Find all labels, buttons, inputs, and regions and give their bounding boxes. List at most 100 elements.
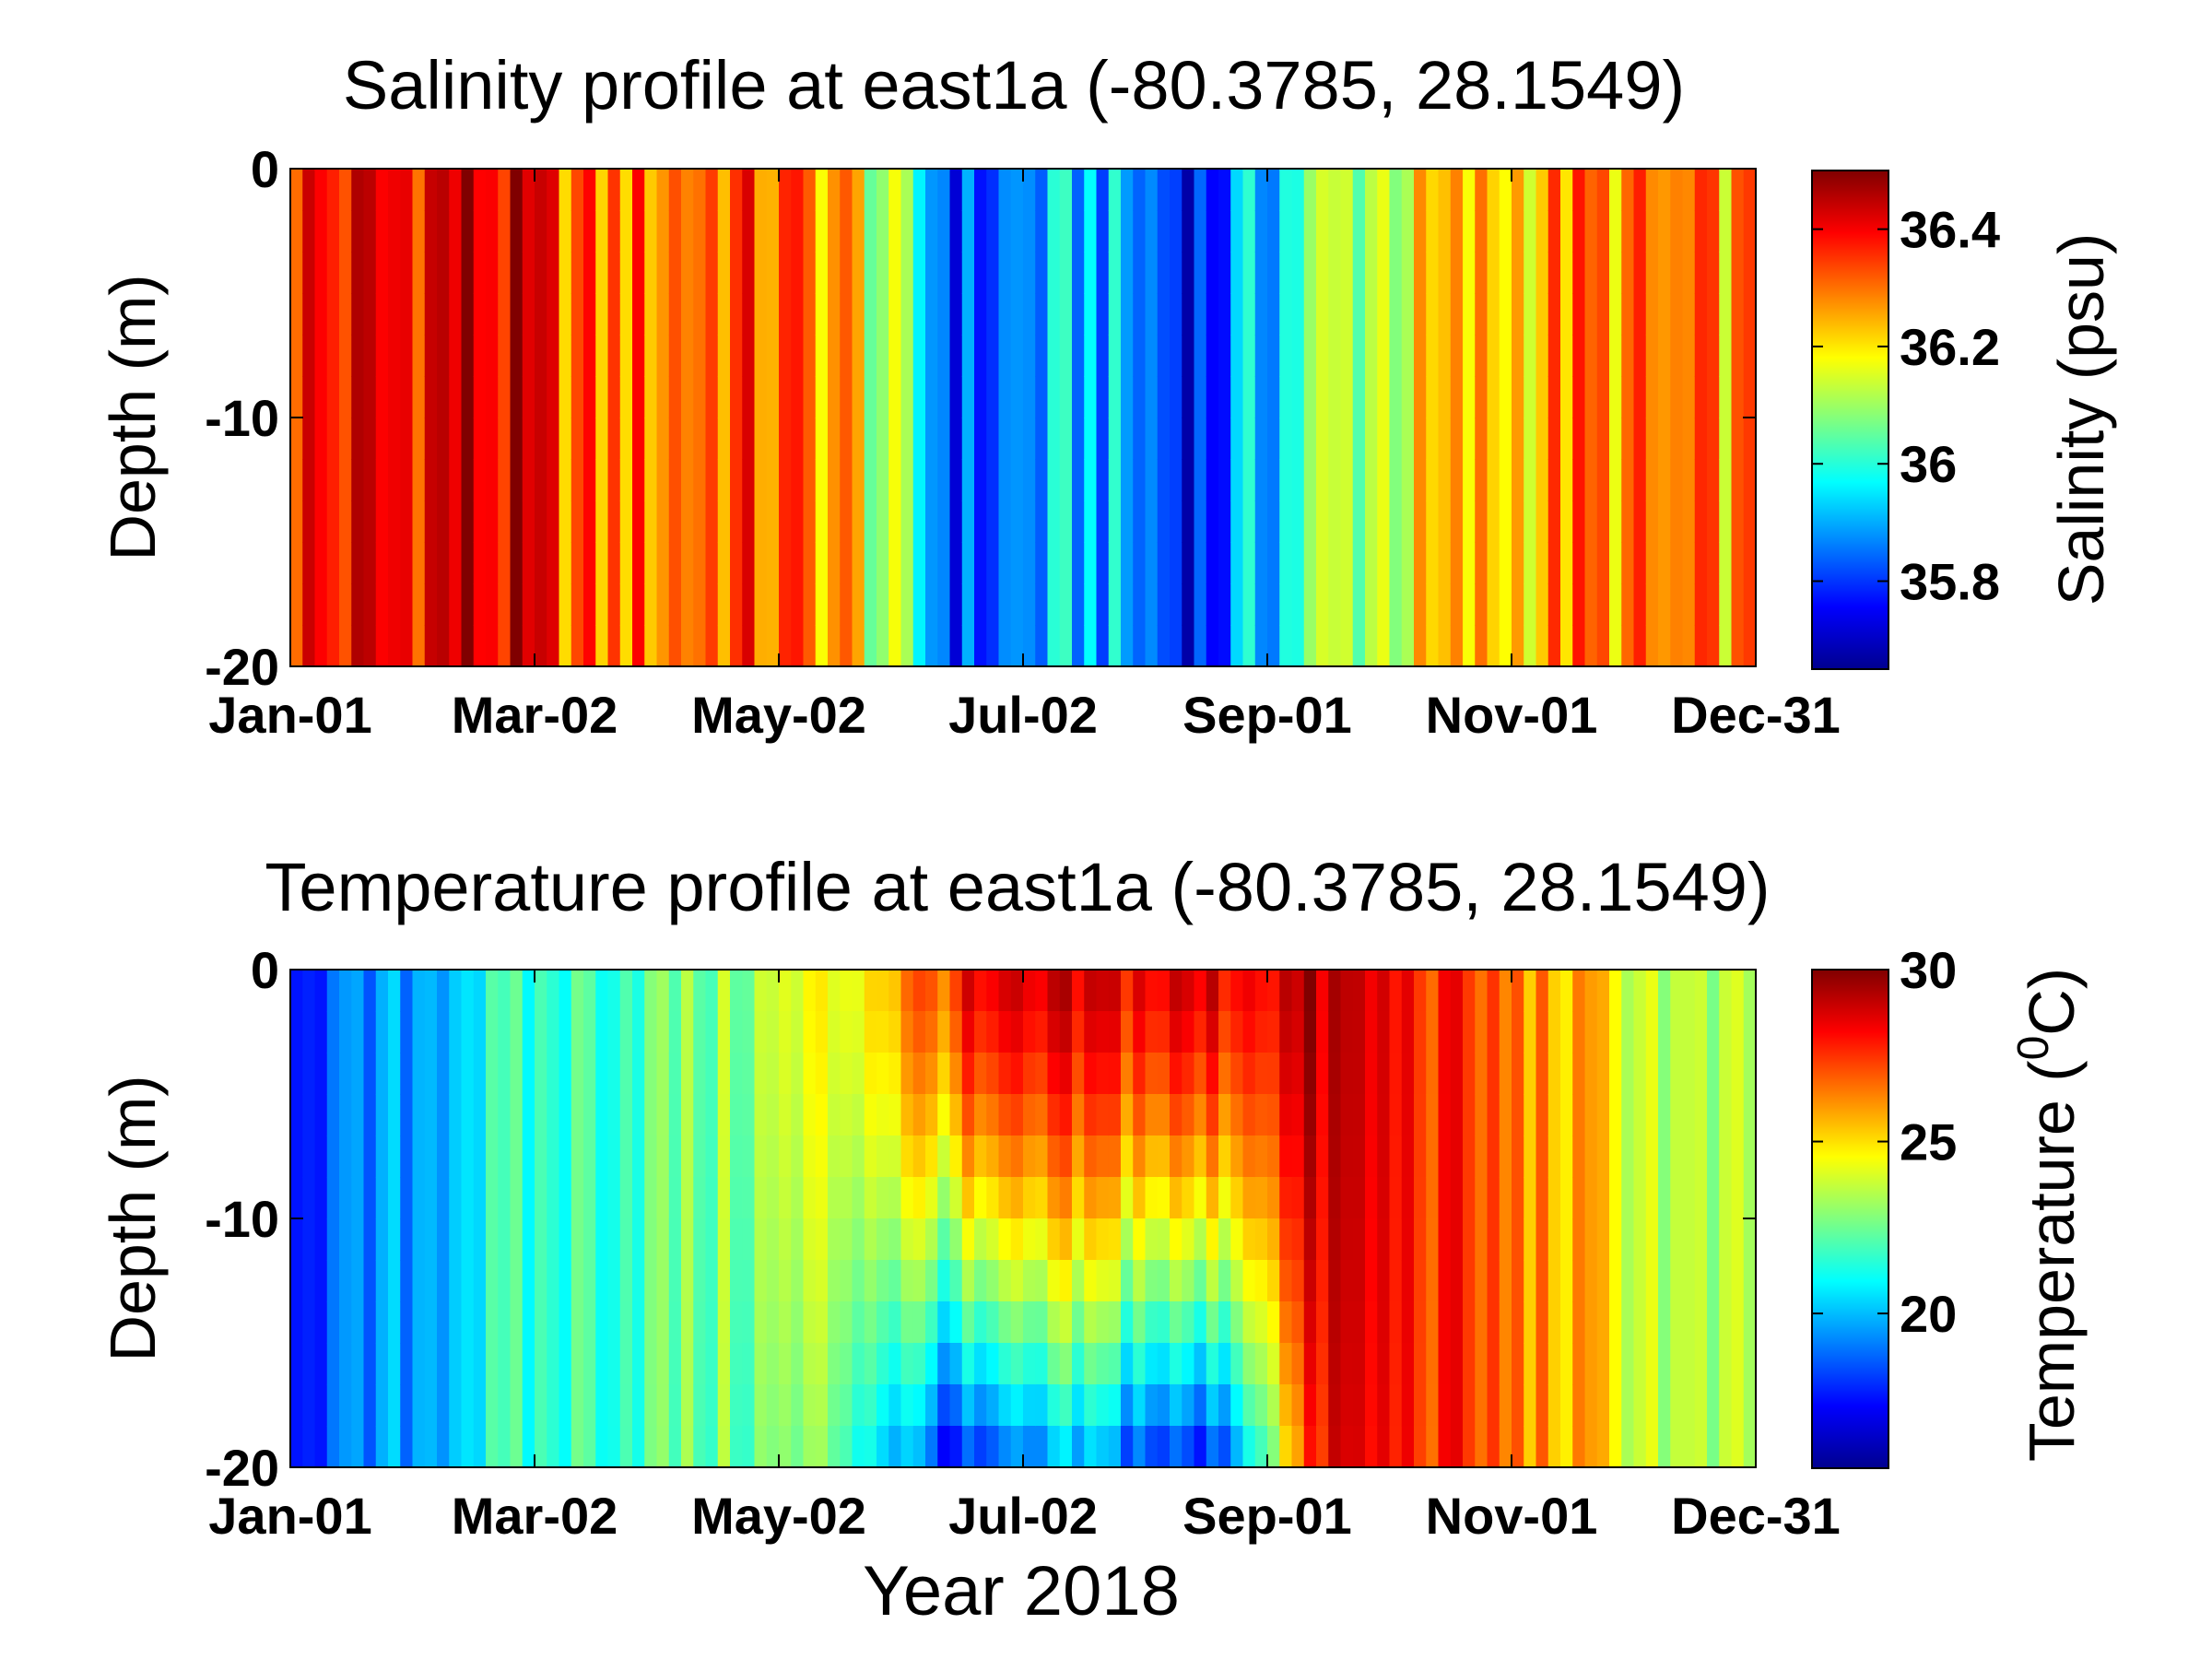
heatmap-cell [1475,1260,1488,1302]
heatmap-cell [363,459,377,501]
heatmap-cell [326,293,340,335]
heatmap-cell [1340,459,1354,501]
heatmap-cell [644,583,658,626]
heatmap-cell [1303,1426,1317,1468]
heatmap-cell [595,376,609,418]
heatmap-cell [522,583,535,626]
heatmap-cell [412,1260,426,1302]
heatmap-cell [632,210,645,253]
heatmap-cell [619,252,633,294]
heatmap-cell [1401,1094,1415,1136]
heatmap-cell [1230,169,1244,211]
heatmap-cell [1658,210,1671,253]
heatmap-cell [644,1260,658,1302]
heatmap-cell [656,1177,670,1219]
heatmap-cell [351,1177,365,1219]
heatmap-cell [388,1426,401,1468]
heatmap-cell [1633,293,1647,335]
heatmap-cell [1328,376,1342,418]
heatmap-cell [1328,459,1342,501]
heatmap-cell [1072,1011,1085,1053]
heatmap-cell [1303,583,1317,626]
heatmap-cell [388,1343,401,1385]
heatmap-cell [1254,1426,1268,1468]
heatmap-cell [1267,252,1280,294]
heatmap-cell [339,210,352,253]
heatmap-cell [888,1011,902,1053]
heatmap-cell [1645,1260,1659,1302]
heatmap-cell [1719,335,1733,377]
salinity-panel: Salinity profile at east1a (-80.3785, 28… [97,47,2117,744]
heatmap-cell [1182,169,1195,211]
heatmap-cell [339,1218,352,1261]
heatmap-cell [742,1260,756,1302]
heatmap-cell [424,1135,438,1178]
heatmap-cell [1560,335,1573,377]
heatmap-cell [388,583,401,626]
heatmap-cell [949,500,963,543]
heatmap-cell [681,500,694,543]
heatmap-cell [1499,500,1512,543]
heatmap-cell [363,335,377,377]
heatmap-cell [1328,1094,1342,1136]
heatmap-cell [1254,1135,1268,1178]
heatmap-cell [400,1218,414,1261]
heatmap-cell [473,1343,487,1385]
heatmap-cell [1303,970,1317,1012]
heatmap-cell [1254,418,1268,460]
heatmap-cell [559,500,572,543]
heatmap-cell [998,169,1012,211]
heatmap-cell [1267,1053,1280,1095]
heatmap-cell [437,583,450,626]
heatmap-cell [1743,1260,1757,1302]
heatmap-cell [449,335,463,377]
heatmap-cell [877,418,889,460]
heatmap-cell [424,1177,438,1219]
heatmap-cell [1108,252,1122,294]
heatmap-cell [1365,1426,1378,1468]
heatmap-cell [326,252,340,294]
heatmap-cell [705,1177,719,1219]
heatmap-cell [1010,1094,1024,1136]
heatmap-cell [668,459,682,501]
heatmap-cell [583,1301,596,1344]
heatmap-cell [888,1218,902,1261]
heatmap-cell [1682,1177,1696,1219]
heatmap-cell [791,1218,805,1261]
heatmap-cell [535,1053,547,1095]
heatmap-cell [1340,1426,1354,1468]
heatmap-cell [1170,970,1182,1012]
heatmap-cell [912,625,926,667]
heatmap-cell [1267,1011,1280,1053]
heatmap-cell [791,459,805,501]
heatmap-cell [974,1301,987,1344]
heatmap-cell [998,1011,1012,1053]
heatmap-cell [1682,1426,1696,1468]
heatmap-cell [1242,1301,1256,1344]
heatmap-cell [840,210,853,253]
heatmap-cell [1401,1177,1415,1219]
heatmap-cell [1206,1218,1219,1261]
heatmap-cell [1230,1094,1244,1136]
heatmap-cell [937,1343,951,1385]
heatmap-cell [766,970,780,1012]
heatmap-cell [1010,1011,1024,1053]
heatmap-cell [1670,583,1684,626]
heatmap-cell [754,1260,768,1302]
heatmap-cell [1670,293,1684,335]
heatmap-cell [632,252,645,294]
heatmap-cell [595,1426,609,1468]
heatmap-cell [1096,418,1110,460]
heatmap-cell [1242,542,1256,584]
heatmap-cell [815,1426,829,1468]
heatmap-cell [1475,625,1488,667]
heatmap-cell [1365,459,1378,501]
heatmap-cell [1731,210,1745,253]
heatmap-cell [986,625,1000,667]
heatmap-cell [595,542,609,584]
heatmap-cell [486,376,499,418]
heatmap-cell [559,210,572,253]
heatmap-cell [473,252,487,294]
heatmap-cell [473,1260,487,1302]
heatmap-cell [1072,1260,1085,1302]
